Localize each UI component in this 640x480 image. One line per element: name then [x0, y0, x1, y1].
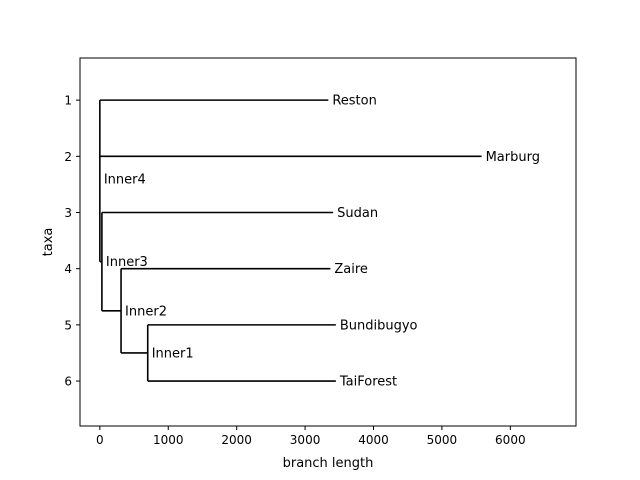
leaf-label-zaire: Zaire [334, 262, 368, 277]
node-label-inner3: Inner3 [106, 255, 148, 270]
y-tick-label: 1 [64, 94, 72, 108]
x-axis-ticks: 0 1000 2000 3000 4000 5000 6000 [96, 426, 526, 447]
y-axis-label: taxa [41, 228, 56, 257]
y-tick-label: 2 [64, 150, 72, 164]
tree-branches [99, 99, 482, 382]
y-tick-label: 6 [64, 375, 72, 389]
x-tick-label: 2000 [221, 433, 252, 447]
node-label-inner2: Inner2 [125, 304, 167, 319]
x-tick-label: 5000 [427, 433, 458, 447]
x-tick-label: 1000 [153, 433, 184, 447]
x-tick-label: 3000 [290, 433, 321, 447]
leaf-label-sudan: Sudan [337, 206, 378, 221]
plot-frame [79, 57, 577, 427]
x-axis-label: branch length [283, 456, 374, 471]
node-label-inner1: Inner1 [152, 346, 194, 361]
leaf-label-bundibugyo: Bundibugyo [340, 318, 418, 333]
leaf-label-taiforest: TaiForest [339, 375, 397, 390]
x-tick-label: 6000 [495, 433, 526, 447]
y-tick-label: 4 [64, 262, 72, 276]
node-labels: Reston Marburg Sudan Zaire Bundibugyo TaiFore… [104, 94, 540, 390]
y-tick-label: 3 [64, 206, 72, 220]
y-axis-ticks: 1 2 3 4 5 6 [64, 94, 80, 389]
y-tick-label: 5 [64, 318, 72, 332]
leaf-label-marburg: Marburg [486, 150, 540, 165]
node-label-inner4: Inner4 [104, 172, 146, 187]
leaf-label-reston: Reston [332, 94, 377, 109]
x-tick-label: 0 [96, 433, 104, 447]
x-tick-label: 4000 [358, 433, 389, 447]
